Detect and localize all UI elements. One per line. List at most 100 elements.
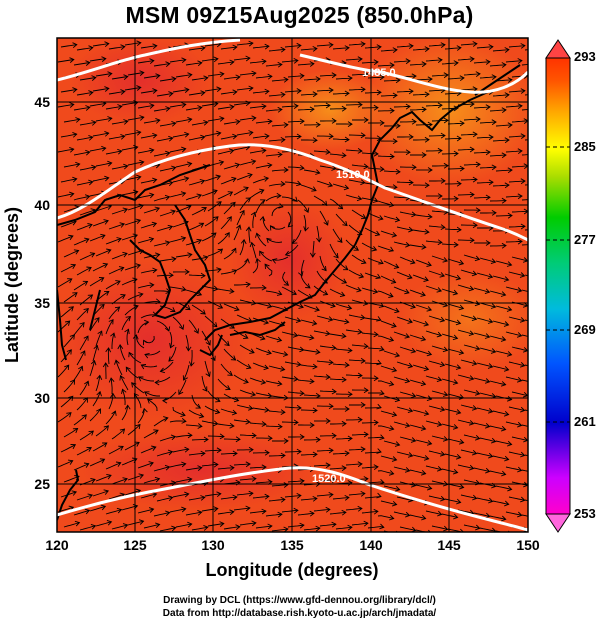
- streamline: [332, 273, 347, 284]
- streamline-arrow: [283, 76, 289, 83]
- streamline: [73, 195, 90, 201]
- streamline-arrow: [410, 481, 417, 488]
- streamline: [479, 166, 497, 169]
- streamline-arrow: [114, 359, 120, 365]
- streamline: [185, 289, 202, 296]
- streamline: [156, 496, 173, 502]
- streamline: [492, 139, 510, 142]
- streamline-arrow: [178, 389, 184, 396]
- streamline: [460, 404, 477, 410]
- streamline: [495, 79, 512, 82]
- streamline-arrow: [487, 363, 494, 369]
- streamline-arrow: [475, 71, 481, 77]
- streamline: [460, 359, 477, 365]
- streamline: [345, 329, 362, 333]
- streamline-arrow: [296, 492, 302, 499]
- streamline-arrow: [299, 478, 305, 484]
- streamline: [265, 425, 283, 428]
- streamline: [396, 496, 413, 502]
- streamline-arrow: [299, 346, 305, 353]
- streamline-arrow: [261, 284, 267, 291]
- streamline-arrow: [102, 442, 108, 448]
- streamline-arrow: [503, 366, 510, 372]
- streamline-arrow: [459, 75, 465, 82]
- streamline: [364, 362, 382, 365]
- streamline: [409, 424, 426, 430]
- streamline: [159, 78, 176, 82]
- streamline-arrow: [266, 302, 273, 309]
- streamline: [444, 318, 461, 324]
- streamline-arrow: [245, 461, 251, 468]
- streamline: [201, 508, 218, 512]
- streamline: [412, 364, 429, 370]
- streamline-arrow: [312, 451, 318, 458]
- streamline: [220, 216, 232, 230]
- streamline-arrow: [298, 271, 304, 277]
- streamline: [188, 180, 205, 186]
- streamline: [236, 404, 253, 409]
- streamline-arrow: [102, 362, 109, 368]
- streamline: [351, 344, 368, 347]
- streamline: [313, 375, 331, 378]
- streamline-arrow: [280, 496, 286, 503]
- streamline-arrow: [125, 316, 132, 322]
- streamline-arrow: [260, 199, 266, 205]
- streamline-arrow: [200, 272, 206, 279]
- streamline: [137, 149, 154, 154]
- streamline-arrow: [142, 407, 148, 414]
- streamline-arrow: [259, 215, 266, 222]
- streamline: [447, 77, 465, 80]
- streamline-arrow: [280, 409, 286, 415]
- streamline-arrow: [344, 90, 350, 97]
- streamline-arrow: [516, 376, 523, 383]
- streamline-arrow: [455, 274, 462, 281]
- streamline: [287, 75, 304, 78]
- streamline: [108, 393, 114, 410]
- streamline: [460, 88, 478, 91]
- streamline-arrow: [152, 132, 158, 139]
- streamline: [265, 380, 282, 385]
- streamline-arrow: [439, 361, 446, 368]
- streamline-arrow: [87, 493, 94, 499]
- streamline: [220, 177, 237, 185]
- streamline: [505, 331, 522, 337]
- streamline-arrow: [469, 101, 475, 108]
- streamline: [511, 165, 528, 168]
- streamline-arrow: [360, 41, 366, 47]
- streamline: [95, 425, 109, 437]
- streamline-arrow: [73, 249, 80, 255]
- streamline: [415, 304, 432, 311]
- streamline: [361, 152, 379, 155]
- streamline-arrow: [519, 272, 526, 278]
- streamline: [463, 524, 480, 529]
- streamline: [319, 210, 329, 226]
- streamline-arrow: [314, 306, 320, 312]
- streamline: [201, 232, 217, 242]
- streamline: [265, 153, 282, 157]
- streamline: [361, 242, 377, 251]
- streamline-arrow: [537, 137, 541, 142]
- streamline-arrow: [347, 435, 353, 442]
- streamline-arrow: [140, 364, 147, 370]
- streamline-arrow: [263, 176, 270, 182]
- streamline-arrow: [200, 450, 206, 457]
- streamline-arrow: [216, 447, 222, 454]
- streamline-arrow: [325, 418, 331, 424]
- streamline-arrow: [229, 104, 235, 110]
- streamline-arrow: [474, 255, 481, 262]
- streamline: [127, 116, 144, 121]
- streamline: [236, 492, 253, 496]
- streamline: [303, 78, 321, 81]
- streamline-arrow: [485, 240, 491, 246]
- streamline: [63, 206, 80, 213]
- streamline: [255, 392, 272, 397]
- streamline: [303, 304, 320, 311]
- streamline-arrow: [392, 184, 398, 190]
- streamline: [95, 162, 112, 167]
- streamline: [460, 449, 477, 455]
- streamline-arrow: [195, 403, 202, 409]
- streamline-arrow: [533, 425, 537, 430]
- streamline-arrow: [517, 238, 523, 245]
- streamline: [268, 365, 285, 371]
- colorbar-tick-269: 269: [574, 322, 596, 337]
